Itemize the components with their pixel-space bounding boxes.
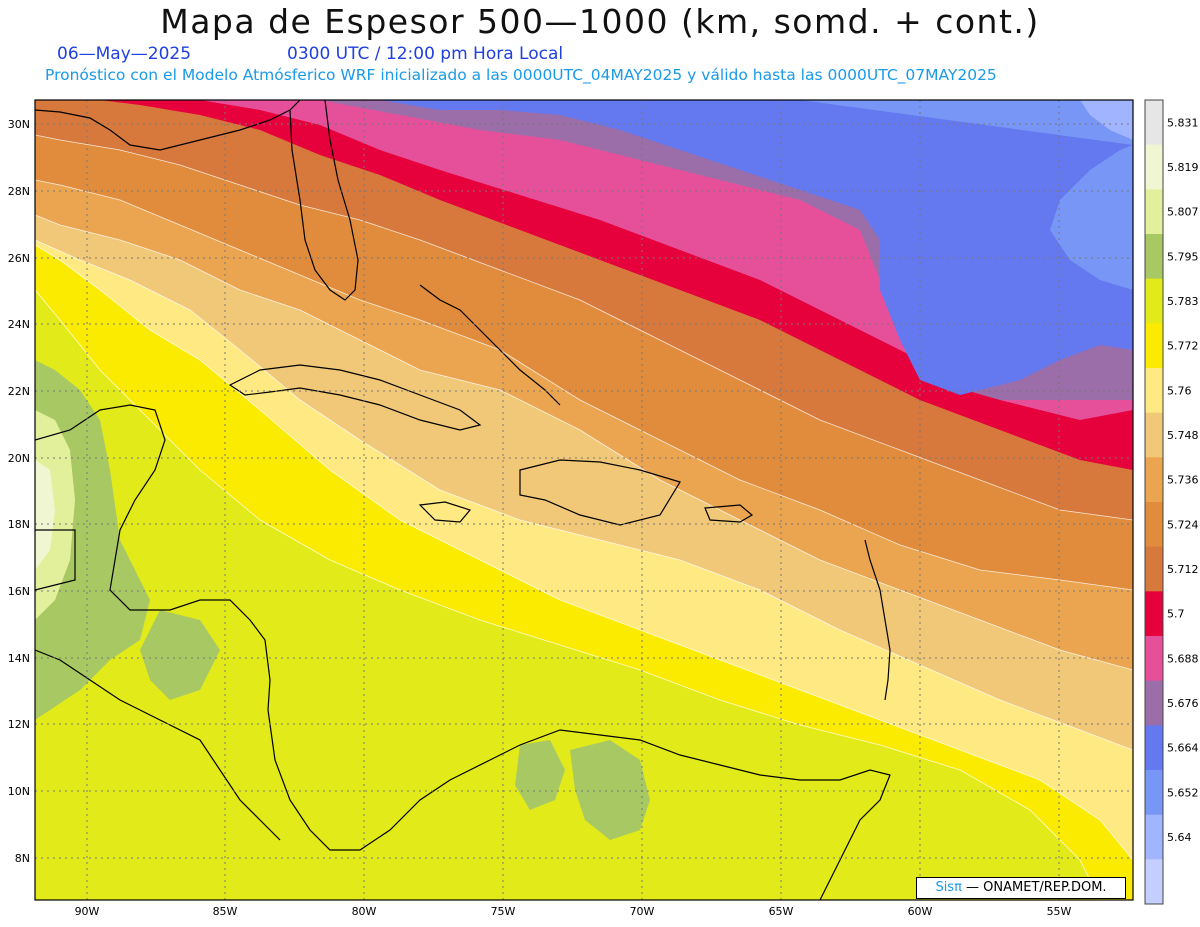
lat-label: 20N [8, 452, 30, 465]
florida-coast [289, 100, 359, 301]
credit-brand: Sisπ [935, 880, 962, 895]
colorbar-swatch [1145, 814, 1163, 860]
contour-fill [35, 100, 1133, 900]
colorbar: 5.831 5.819 5.807 5.795 5.783 5.772 5.76 5.748 5… [1145, 100, 1199, 905]
colorbar-swatch [1145, 859, 1163, 905]
lat-label: 24N [8, 318, 30, 331]
colorbar-label: 5.819 [1167, 161, 1199, 174]
colorbar-swatch [1145, 278, 1163, 324]
hispaniola-coast [519, 459, 681, 526]
colorbar-swatch [1145, 323, 1163, 369]
lon-label: 75W [491, 905, 516, 918]
forecast-time: 0300 UTC / 12:00 pm Hora Local [287, 44, 564, 64]
colorbar-swatch [1145, 680, 1163, 726]
bahamas [419, 284, 561, 406]
colorbar-swatch [1145, 725, 1163, 771]
colorbar-swatch [1145, 100, 1163, 146]
colorbar-label: 5.7 [1167, 608, 1185, 621]
plot-frame [34, 99, 1134, 901]
lat-label: 26N [8, 252, 30, 265]
mexico-border [35, 529, 76, 591]
map-title: Mapa de Espesor 500—1000 (km, somd. + co… [160, 2, 1040, 41]
colorbar-label: 5.748 [1167, 429, 1199, 442]
colorbar-swatch [1145, 412, 1163, 458]
colorbar-swatch [1145, 368, 1163, 414]
lat-label: 22N [8, 385, 30, 398]
lat-label: 8N [15, 852, 30, 865]
lat-label: 10N [8, 785, 30, 798]
contour-lines [35, 134, 1133, 900]
colorbar-label: 5.64 [1167, 831, 1192, 844]
colorbar-label: 5.712 [1167, 563, 1199, 576]
colorbar-swatch [1145, 770, 1163, 816]
colorbar-swatch [1145, 234, 1163, 280]
colorbar-label: 5.688 [1167, 652, 1199, 665]
colorbar-label: 5.76 [1167, 384, 1192, 397]
colorbar-swatch [1145, 144, 1163, 190]
axis-labels: 90W 85W 80W 75W 70W 65W 60W 55W 30N 28N … [8, 118, 1072, 918]
lon-label: 65W [769, 905, 794, 918]
cuba-coast [228, 364, 482, 431]
colorbar-swatch [1145, 546, 1163, 592]
lon-label: 90W [75, 905, 100, 918]
lat-label: 30N [8, 118, 30, 131]
colorbar-label: 5.664 [1167, 742, 1199, 755]
lesser-antilles [864, 539, 891, 701]
puerto-rico-coast [704, 504, 754, 523]
lon-label: 70W [630, 905, 655, 918]
colorbar-label: 5.831 [1167, 116, 1199, 129]
coastlines [35, 100, 891, 900]
lon-label: 80W [352, 905, 377, 918]
lat-label: 16N [8, 585, 30, 598]
colorbar-label: 5.772 [1167, 340, 1199, 353]
credit-box: Sisπ — ONAMET/REP.DOM. [916, 877, 1126, 899]
colorbar-label: 5.736 [1167, 474, 1199, 487]
colorbar-label: 5.724 [1167, 518, 1199, 531]
colorbar-frame [1144, 99, 1164, 905]
colorbar-label: 5.652 [1167, 786, 1199, 799]
credit-text: — ONAMET/REP.DOM. [961, 880, 1107, 895]
lat-label: 14N [8, 652, 30, 665]
forecast-date: 06—May—2025 [57, 44, 192, 64]
colorbar-swatch [1145, 457, 1163, 503]
colorbar-swatch [1145, 636, 1163, 682]
lon-label: 60W [908, 905, 933, 918]
lon-label: 55W [1047, 905, 1072, 918]
model-subtitle: Pronóstico con el Modelo Atmósferico WRF… [45, 66, 997, 84]
graticule [35, 100, 1133, 900]
colorbar-label: 5.795 [1167, 250, 1199, 263]
colorbar-label: 5.783 [1167, 295, 1199, 308]
colorbar-swatch [1145, 189, 1163, 235]
lat-label: 12N [8, 718, 30, 731]
us-gulf-coast [35, 100, 301, 151]
jamaica-coast [418, 501, 472, 523]
colorbar-label: 5.676 [1167, 697, 1199, 710]
colorbar-swatch [1145, 502, 1163, 548]
lon-label: 85W [213, 905, 238, 918]
colorbar-label: 5.807 [1167, 206, 1199, 219]
colorbar-swatch [1145, 591, 1163, 637]
lat-label: 18N [8, 518, 30, 531]
lat-label: 28N [8, 185, 30, 198]
